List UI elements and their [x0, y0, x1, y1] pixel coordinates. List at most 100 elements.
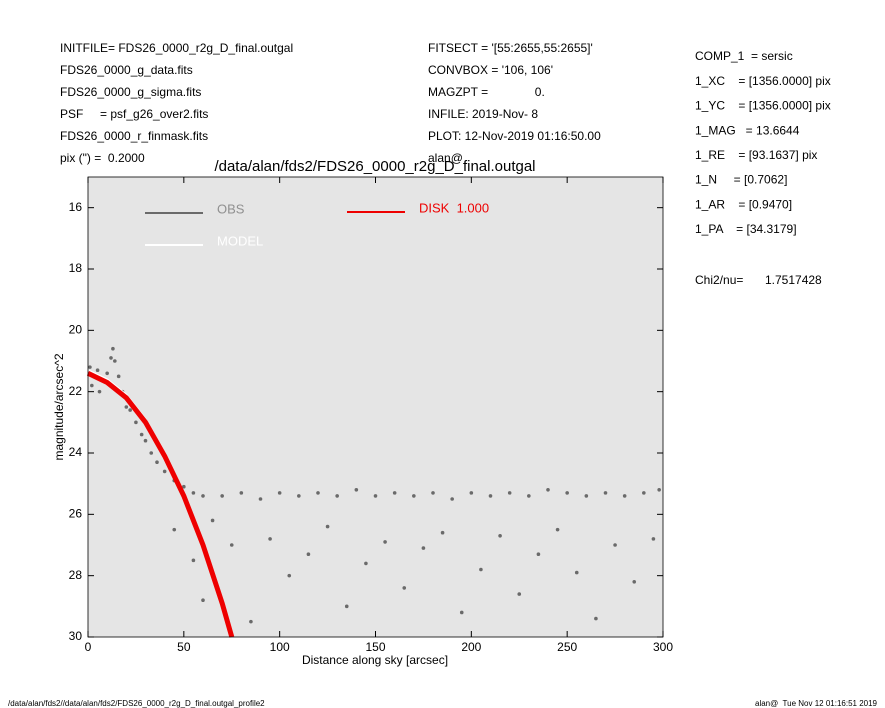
obs-point — [536, 552, 541, 556]
obs-point — [109, 356, 113, 360]
obs-point — [421, 546, 426, 550]
obs-point — [479, 567, 483, 572]
plot-marks — [86, 346, 661, 638]
header-middle-line: MAGZPT = 0. — [428, 85, 545, 99]
obs-point — [584, 494, 589, 498]
obs-point — [546, 488, 550, 492]
obs-point — [124, 405, 129, 409]
obs-point — [657, 488, 661, 492]
obs-point — [155, 460, 159, 465]
obs-point — [498, 534, 502, 538]
obs-point — [249, 619, 253, 624]
obs-point — [642, 491, 646, 495]
obs-point — [335, 494, 339, 498]
legend-label: MODEL — [217, 233, 263, 248]
obs-point — [210, 518, 215, 523]
fit-parameter: 1_MAG = 13.6644 — [695, 123, 800, 137]
obs-point — [373, 494, 378, 498]
obs-point — [149, 451, 154, 455]
chi2-value: 1.7517428 — [765, 273, 822, 287]
x-tick-label: 200 — [461, 640, 481, 654]
footer-right: alan@ Tue Nov 12 01:16:51 2019 — [755, 699, 878, 708]
x-axis-label: Distance along sky [arcsec] — [302, 653, 448, 667]
obs-point — [354, 488, 359, 492]
header-left-line: pix (") = 0.2000 — [60, 151, 145, 165]
x-tick-label: 300 — [653, 640, 673, 654]
obs-point — [613, 543, 617, 547]
obs-point — [182, 484, 186, 489]
obs-point — [392, 491, 397, 495]
obs-point — [268, 537, 272, 541]
y-axis-label: magnitude/arcsec^2 — [52, 353, 66, 460]
obs-point — [517, 592, 522, 596]
obs-point — [201, 494, 205, 498]
x-tick-label: 0 — [85, 640, 92, 654]
obs-point — [383, 540, 387, 544]
obs-point — [316, 491, 320, 495]
header-middle-line: alan@ — [428, 151, 463, 165]
fit-parameter: 1_PA = [34.3179] — [695, 222, 797, 236]
obs-point — [105, 371, 109, 376]
obs-point — [594, 616, 598, 621]
obs-point — [220, 494, 224, 498]
obs-point — [191, 491, 196, 495]
obs-point — [555, 527, 560, 532]
chi2-label: Chi2/nu= — [695, 273, 743, 287]
obs-point — [258, 497, 263, 501]
y-tick-label: 26 — [69, 507, 83, 521]
footer-left: /data/alan/fds2//data/alan/fds2/FDS26_00… — [8, 699, 265, 708]
obs-point — [172, 527, 177, 532]
obs-point — [116, 374, 121, 379]
x-tick-label: 50 — [177, 640, 191, 654]
x-tick-label: 100 — [270, 640, 290, 654]
y-tick-label: 22 — [69, 384, 83, 398]
y-tick-label: 24 — [69, 445, 83, 459]
obs-point — [364, 561, 368, 566]
obs-point — [297, 494, 301, 498]
y-tick-label: 16 — [69, 200, 83, 214]
legend-label: DISK 1.000 — [419, 200, 489, 215]
header-left-line: FDS26_0000_g_sigma.fits — [60, 85, 201, 99]
obs-point — [113, 359, 117, 363]
header-middle-line: CONVBOX = '106, 106' — [428, 63, 553, 77]
obs-point — [459, 610, 464, 615]
plot-title: /data/alan/fds2/FDS26_0000_r2g_D_final.o… — [214, 158, 535, 175]
fit-parameter: 1_N = [0.7062] — [695, 173, 787, 187]
obs-point — [412, 494, 416, 498]
obs-point — [622, 494, 627, 498]
obs-point — [229, 543, 234, 547]
y-tick-label: 28 — [69, 568, 83, 582]
obs-point — [469, 491, 474, 495]
obs-point — [603, 491, 608, 495]
fit-parameter: 1_AR = [0.9470] — [695, 197, 792, 211]
component-line — [86, 371, 235, 638]
obs-point — [632, 580, 637, 584]
obs-point — [402, 586, 407, 590]
obs-point — [527, 494, 531, 498]
obs-point — [488, 494, 493, 498]
obs-point — [139, 432, 144, 437]
obs-point — [344, 604, 349, 609]
obs-point — [88, 365, 92, 369]
x-tick-label: 250 — [557, 640, 577, 654]
obs-point — [95, 368, 100, 373]
y-tick-label: 30 — [69, 629, 83, 643]
obs-point — [574, 570, 579, 575]
obs-point — [325, 524, 330, 529]
obs-point — [143, 438, 148, 443]
obs-point — [440, 530, 445, 535]
obs-point — [162, 469, 167, 474]
obs-point — [239, 491, 244, 495]
header-left-line: PSF = psf_g26_over2.fits — [60, 107, 208, 121]
fit-parameter: 1_XC = [1356.0000] pix — [695, 74, 831, 88]
fit-parameter: COMP_1 = sersic — [695, 49, 793, 63]
obs-point — [128, 408, 132, 412]
obs-point — [111, 346, 115, 351]
obs-point — [90, 383, 94, 388]
obs-point — [565, 491, 569, 495]
plot-area — [88, 177, 663, 637]
obs-point — [287, 573, 292, 578]
obs-point — [306, 552, 311, 556]
fit-parameter: 1_YC = [1356.0000] pix — [695, 99, 831, 113]
